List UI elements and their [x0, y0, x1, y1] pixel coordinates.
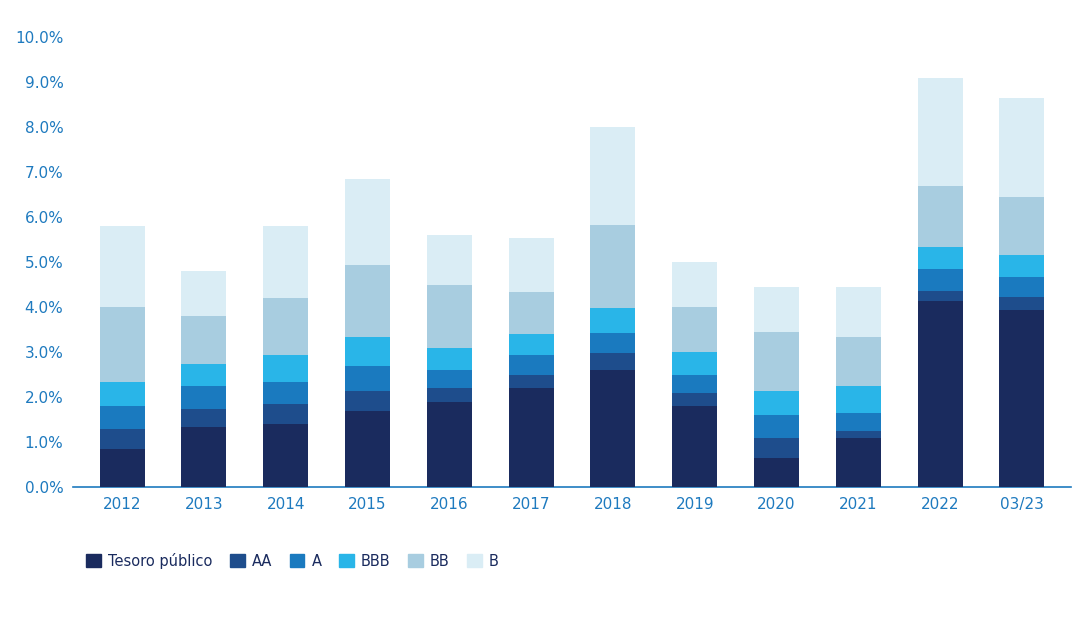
Bar — [508, 355, 554, 375]
Bar — [672, 393, 717, 406]
Bar — [754, 391, 799, 415]
Bar — [672, 307, 717, 352]
Bar — [263, 425, 308, 488]
Bar — [836, 386, 881, 413]
Bar — [591, 127, 635, 225]
Bar — [836, 413, 881, 431]
Bar — [427, 348, 471, 370]
Bar — [836, 336, 881, 386]
Bar — [918, 291, 962, 301]
Bar — [918, 269, 962, 291]
Bar — [754, 415, 799, 438]
Bar — [508, 292, 554, 335]
Bar — [345, 180, 390, 265]
Bar — [181, 272, 227, 316]
Bar — [427, 370, 471, 389]
Bar — [918, 301, 962, 488]
Bar — [263, 299, 308, 355]
Bar — [836, 287, 881, 336]
Bar — [427, 285, 471, 348]
Bar — [591, 370, 635, 488]
Bar — [508, 389, 554, 488]
Bar — [181, 316, 227, 364]
Bar — [672, 406, 717, 488]
Bar — [836, 438, 881, 488]
Bar — [181, 386, 227, 409]
Bar — [263, 404, 308, 425]
Bar — [100, 429, 144, 449]
Bar — [591, 333, 635, 353]
Bar — [999, 98, 1045, 197]
Bar — [100, 406, 144, 429]
Bar — [427, 236, 471, 285]
Bar — [181, 427, 227, 488]
Bar — [181, 409, 227, 427]
Legend: Tesoro público, AA, A, BBB, BB, B: Tesoro público, AA, A, BBB, BB, B — [80, 547, 505, 575]
Bar — [427, 389, 471, 402]
Bar — [591, 308, 635, 333]
Bar — [427, 402, 471, 488]
Bar — [591, 353, 635, 370]
Bar — [754, 458, 799, 488]
Bar — [345, 391, 390, 411]
Bar — [672, 352, 717, 375]
Bar — [999, 277, 1045, 297]
Bar — [345, 336, 390, 366]
Bar — [345, 265, 390, 336]
Bar — [754, 438, 799, 458]
Bar — [672, 263, 717, 307]
Bar — [100, 382, 144, 406]
Bar — [836, 431, 881, 438]
Bar — [999, 310, 1045, 488]
Bar — [508, 238, 554, 292]
Bar — [100, 449, 144, 488]
Bar — [508, 375, 554, 389]
Bar — [263, 355, 308, 382]
Bar — [591, 225, 635, 308]
Bar — [345, 366, 390, 391]
Bar — [100, 227, 144, 307]
Bar — [999, 197, 1045, 255]
Bar — [672, 375, 717, 393]
Bar — [345, 411, 390, 488]
Bar — [100, 307, 144, 382]
Bar — [999, 297, 1045, 310]
Bar — [918, 78, 962, 186]
Bar — [263, 382, 308, 404]
Bar — [181, 364, 227, 386]
Bar — [754, 287, 799, 332]
Bar — [754, 332, 799, 391]
Bar — [508, 335, 554, 355]
Bar — [999, 255, 1045, 277]
Bar — [263, 227, 308, 299]
Bar — [918, 247, 962, 269]
Bar — [918, 186, 962, 247]
